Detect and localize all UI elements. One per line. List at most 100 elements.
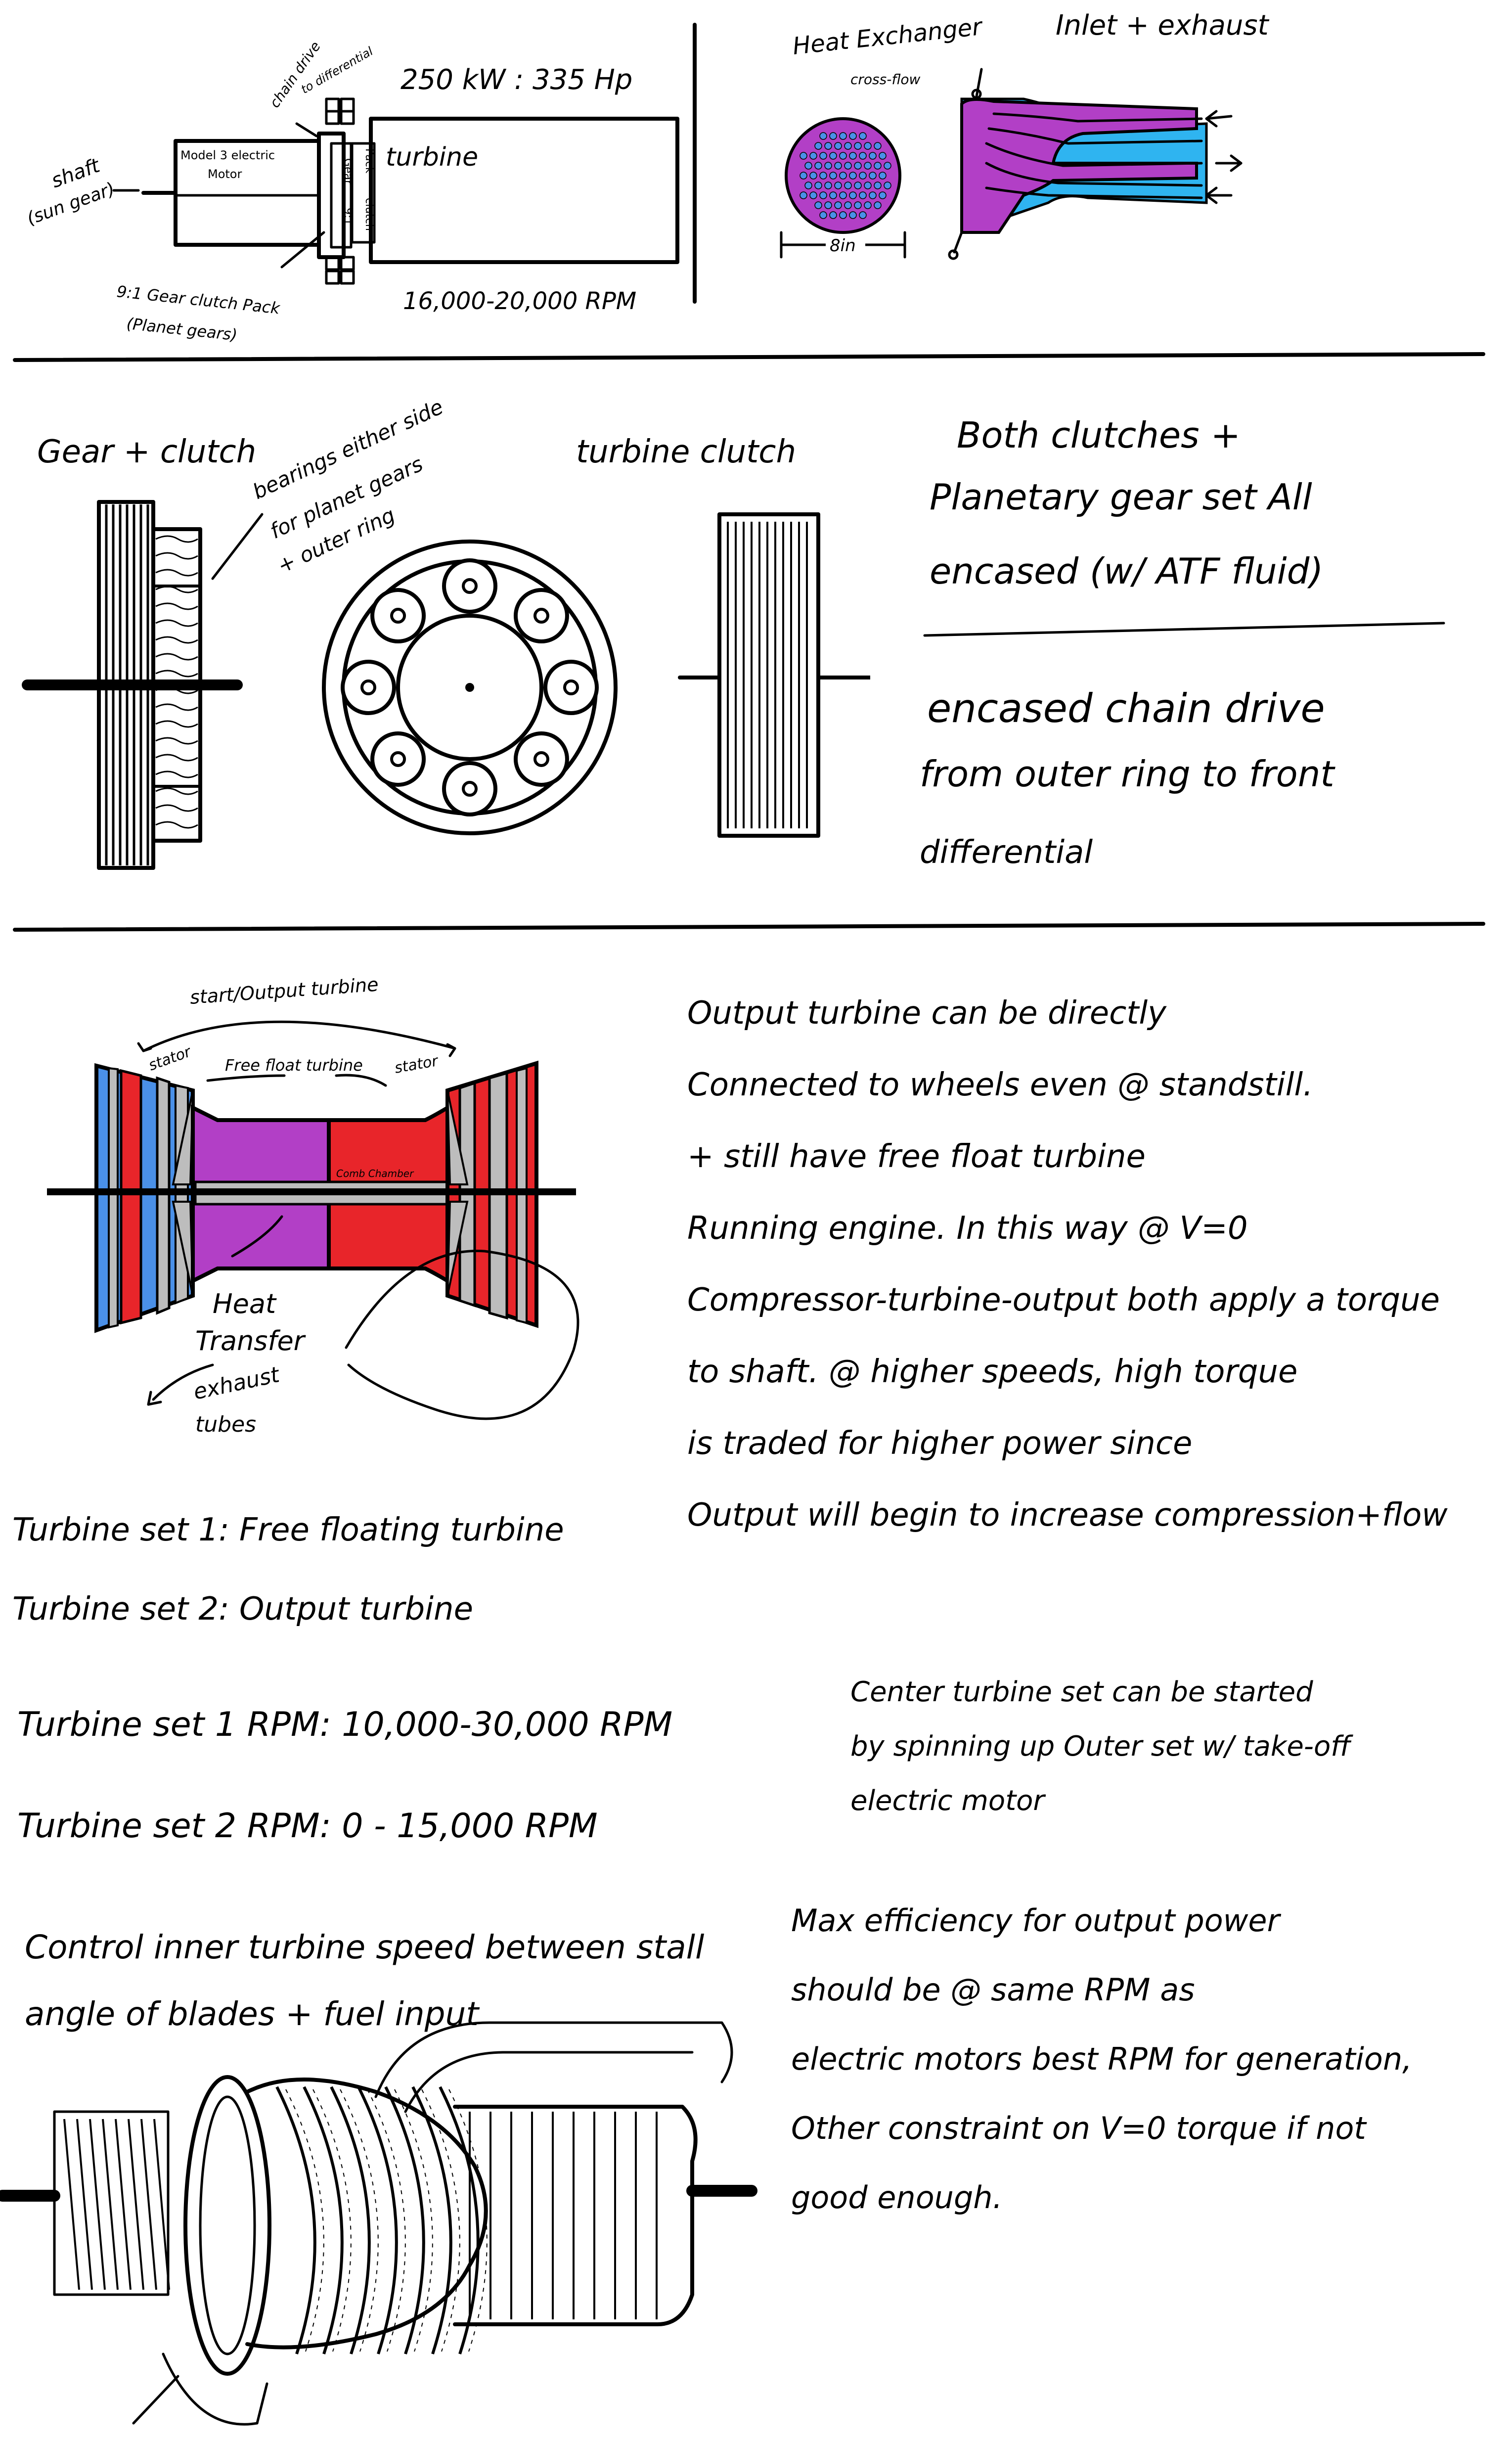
heat-exchanger-tube [884, 181, 891, 189]
heat-exchanger-tube [829, 211, 837, 219]
divider-horizontal-1 [13, 352, 1485, 362]
spiral-tube [303, 2086, 344, 2354]
gear-tooth-line [155, 787, 198, 795]
heat-exchanger-tube [854, 142, 862, 150]
inlet-exhaust-title: Inlet + exhaust [1056, 9, 1270, 42]
center-note-line: Center turbine set can be started [850, 1676, 1313, 1708]
section3-notes: Output turbine can be directly Connected … [12, 995, 1448, 2216]
heat-exchanger-tube [800, 191, 807, 199]
note2-line3: differential [920, 834, 1093, 871]
heat-exchanger-tube [814, 142, 822, 150]
control-note-line: Control inner turbine speed between stal… [25, 1928, 705, 1966]
note1-line2: Planetary gear set All [930, 476, 1312, 518]
heat-exchanger-tube [804, 162, 812, 170]
heat-exchanger-tube [869, 152, 877, 160]
center-note: Center turbine set can be started by spin… [850, 1676, 1353, 1817]
heat-exchanger-tube [800, 172, 807, 180]
fin-line [102, 2119, 119, 2290]
turbine-box [369, 117, 679, 264]
pack-vertical-label: Pack [363, 148, 375, 174]
heat-exchanger-tube [819, 152, 827, 160]
heat-exchanger-tube [859, 132, 867, 140]
heat-transfer-2: Transfer [195, 1325, 306, 1357]
spiral-tube [357, 2086, 398, 2354]
inlet-exhaust-diagram: Inlet + exhaust [948, 9, 1270, 260]
heat-exchanger-tube [864, 181, 872, 189]
comb-chamber-label: Comb Chamber [336, 1168, 414, 1179]
heat-exchanger-tube [844, 181, 852, 189]
fin-line [140, 2119, 157, 2290]
planet-gear [513, 588, 569, 644]
heat-exchanger-tube [844, 201, 852, 209]
heat-exchanger-tube [844, 142, 852, 150]
gear-tooth-line [155, 720, 198, 728]
output-note-line: Compressor-turbine-output both apply a t… [687, 1282, 1440, 1318]
divider-horizontal-2 [13, 922, 1485, 932]
heat-exchanger-tube [849, 211, 857, 219]
planetary-gear-diagram [322, 540, 618, 835]
center-note-line: electric motor [850, 1785, 1046, 1817]
heat-exchanger-tube [829, 191, 837, 199]
planetary-outer-ring [322, 540, 618, 835]
gear-tooth-line [155, 703, 198, 711]
heat-exchanger-tube [819, 172, 827, 180]
heat-exchanger-title: Heat Exchanger [791, 13, 984, 60]
turbine-set-1: Turbine set 1: Free floating turbine [12, 1512, 564, 1548]
fin-line [76, 2119, 93, 2290]
heat-exchanger-tube [834, 142, 842, 150]
heat-exchanger-tube [824, 142, 832, 150]
max-efficiency-note: Max efficiency for output power should be… [791, 1902, 1412, 2216]
gear-tooth-line [155, 602, 198, 610]
heat-exchanger-tube [819, 211, 827, 219]
heat-exchanger-tube [834, 162, 842, 170]
heat-transfer-4: tubes [195, 1412, 256, 1437]
heat-exchanger-tube [864, 142, 872, 150]
heat-exchanger-tube [824, 201, 832, 209]
power-label: 250 kW : 335 Hp [400, 64, 632, 96]
heat-exchanger-tube [854, 181, 862, 189]
heat-exchanger-tube [879, 152, 887, 160]
planet-gears-label: (Planet gears) [126, 314, 238, 344]
motor-label-1: Model 3 electric [180, 148, 275, 162]
stator-right-label: stator [393, 1052, 440, 1077]
rpm-set-1: Turbine set 1 RPM: 10,000-30,000 RPM [17, 1705, 672, 1744]
heat-exchanger-tubes [800, 132, 891, 219]
spiral-tube [411, 2086, 452, 2354]
gear-tooth-line [155, 821, 198, 829]
gear-tooth-line [155, 535, 198, 543]
rpm-label: 16,000-20,000 RPM [403, 287, 636, 315]
fin-line [63, 2119, 80, 2290]
gear-tooth-line [155, 653, 198, 661]
heat-exchanger-tube [809, 172, 817, 180]
note2-line1: encased chain drive [927, 685, 1325, 731]
max-eff-note-line: Other constraint on V=0 torque if not [791, 2110, 1367, 2146]
heat-exchanger-tube [809, 152, 817, 160]
output-note-line: Output will begin to increase compressio… [687, 1497, 1448, 1534]
heat-exchanger-tube [874, 181, 882, 189]
heat-exchanger-tube [874, 162, 882, 170]
max-eff-note-line: Max efficiency for output power [791, 1902, 1282, 1939]
planet-gear [341, 660, 396, 715]
rpm-set-2: Turbine set 2 RPM: 0 - 15,000 RPM [17, 1807, 598, 1846]
heat-exchanger-tube [824, 181, 832, 189]
control-note: Control inner turbine speed between stal… [25, 1928, 705, 2033]
heat-exchanger-sub: cross-flow [850, 71, 921, 88]
section2-notes: Both clutches + Planetary gear set All e… [920, 414, 1445, 871]
note2-line2: from outer ring to front [920, 753, 1335, 795]
heat-exchanger-tube [829, 172, 837, 180]
free-float-label: Free float turbine [225, 1056, 363, 1075]
max-eff-note-line: electric motors best RPM for generation, [791, 2041, 1412, 2077]
output-note-line: Connected to wheels even @ standstill. [687, 1067, 1313, 1103]
gear-vertical-label: Gear [342, 158, 354, 185]
planet-gear [513, 731, 569, 787]
spiral-tube [384, 2086, 425, 2354]
heat-transfer-1: Heat [213, 1288, 277, 1319]
motor-label-2: Motor [208, 167, 242, 181]
heat-exchanger-diagram: Heat Exchanger cross-flow 8in [780, 13, 985, 259]
heat-exchanger-tube [879, 191, 887, 199]
drivetrain-layout: shaft (sun gear) Model 3 electric Motor … [24, 39, 679, 344]
turbine-clutch-plates [717, 512, 820, 838]
fin-line [89, 2119, 106, 2290]
heat-exchanger-tube [879, 172, 887, 180]
